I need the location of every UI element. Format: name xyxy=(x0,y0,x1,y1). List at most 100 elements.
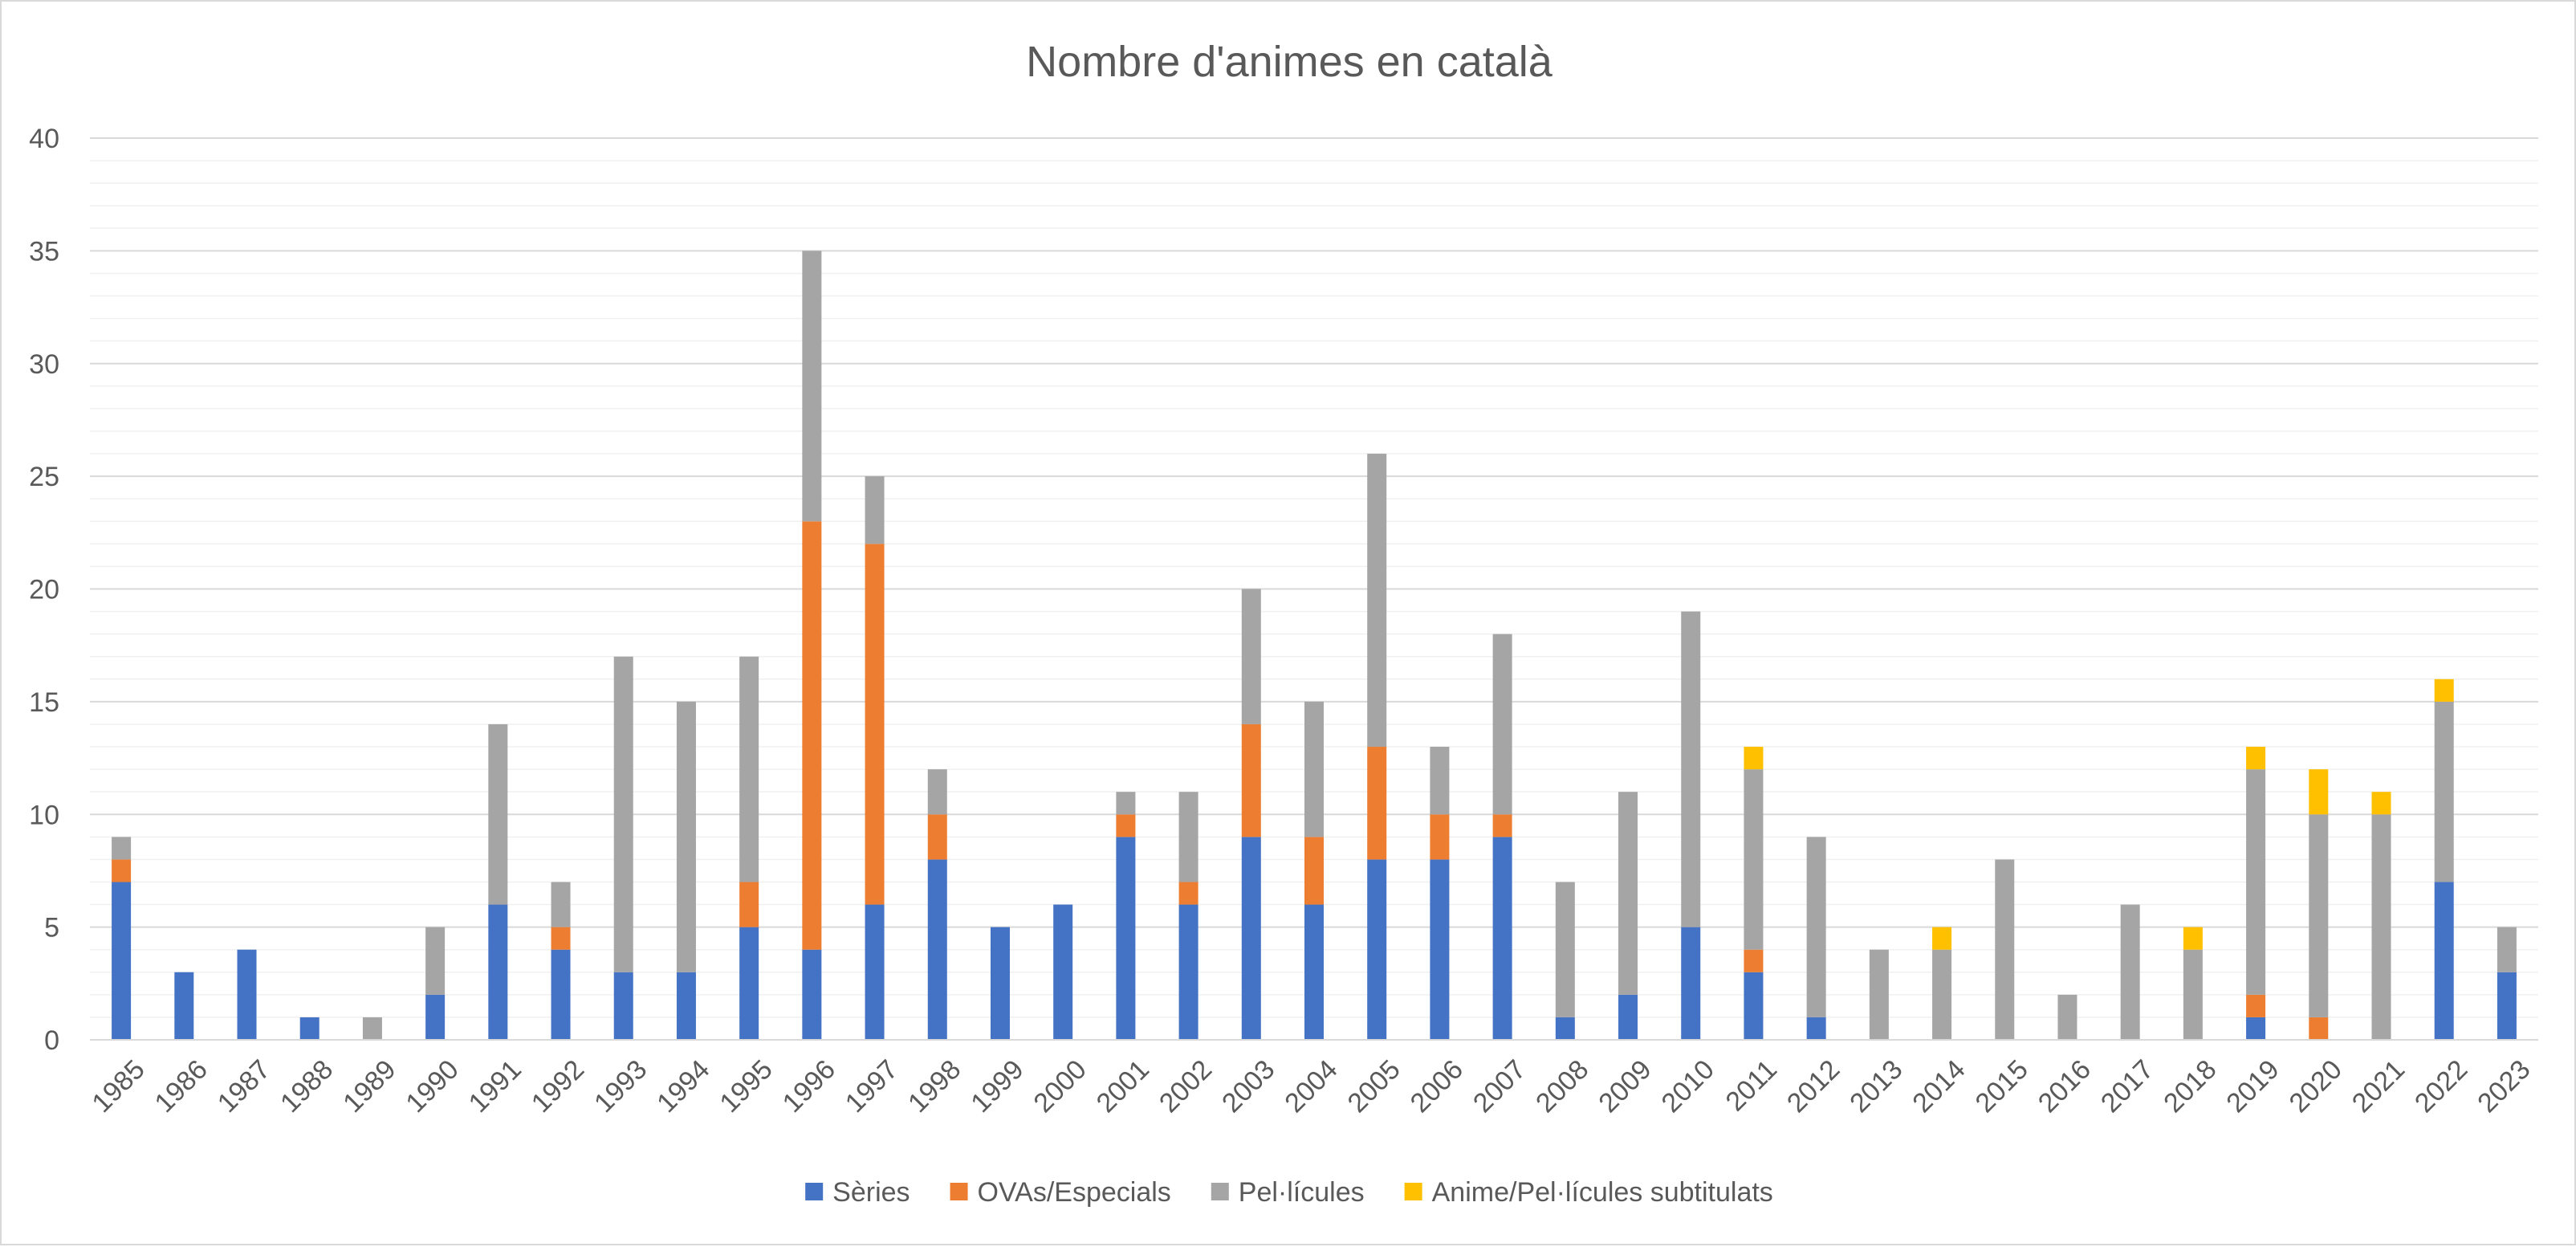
bar-segment xyxy=(551,927,571,950)
bar-segment xyxy=(1304,904,1324,1040)
legend-swatch xyxy=(1404,1183,1422,1200)
bar-segment xyxy=(2120,904,2140,1040)
bar-segment xyxy=(488,723,508,905)
bar-segment xyxy=(425,994,446,1040)
bar-segment xyxy=(2246,747,2266,770)
bar-segment xyxy=(1241,723,1261,837)
bar-segment xyxy=(2246,994,2266,1017)
bar-segment xyxy=(1116,792,1136,815)
bar-segment xyxy=(802,521,822,950)
x-tick-label: 2001 xyxy=(1091,1054,1155,1119)
bar-segment xyxy=(1744,769,1764,950)
bar-segment xyxy=(1116,814,1136,837)
bar-segment xyxy=(1178,792,1198,882)
x-tick-label: 1985 xyxy=(86,1054,150,1119)
bar-segment xyxy=(1304,701,1324,837)
bar-segment xyxy=(1492,634,1512,815)
y-axis: 0 5 10 15 20 25 30 35 40 xyxy=(29,124,59,1056)
bar-segment xyxy=(1869,949,1889,1040)
x-tick-label: 2007 xyxy=(1467,1054,1532,1119)
x-tick-label: 2004 xyxy=(1279,1054,1343,1119)
bar-segment xyxy=(2309,1017,2329,1040)
bar-segment xyxy=(927,859,947,1040)
x-tick-label: 2023 xyxy=(2472,1054,2536,1119)
legend-label: Anime/Pel·lícules subtitulats xyxy=(1432,1177,1773,1208)
bar-segment xyxy=(425,927,446,995)
x-tick-label: 2018 xyxy=(2158,1054,2222,1119)
bar-segment xyxy=(2183,949,2203,1040)
bar-segment xyxy=(676,701,696,972)
y-tick-label: 15 xyxy=(29,687,59,718)
x-tick-label: 1996 xyxy=(777,1054,841,1119)
bar-segment xyxy=(112,882,132,1040)
bar-segment xyxy=(488,904,508,1040)
bar-segment xyxy=(2497,972,2517,1040)
bar-segment xyxy=(1367,747,1387,860)
bar-segment xyxy=(927,769,947,815)
bar-segment xyxy=(1367,859,1387,1040)
bar-segment xyxy=(1681,611,1701,927)
x-tick-label: 2003 xyxy=(1216,1054,1280,1119)
bar-segment xyxy=(299,1017,319,1040)
bar-segment xyxy=(865,904,885,1040)
bar-segment xyxy=(1367,454,1387,748)
bar-segment xyxy=(362,1017,382,1040)
legend-swatch xyxy=(950,1183,968,1200)
bar-segment xyxy=(551,949,571,1040)
bar-segment xyxy=(2497,927,2517,972)
bar-segment xyxy=(1492,837,1512,1040)
bar-segment xyxy=(1053,904,1073,1040)
bar-segment xyxy=(2434,679,2454,702)
bar-segment xyxy=(2434,882,2454,1040)
bar-segment xyxy=(1555,1017,1575,1040)
bar-segment xyxy=(2246,769,2266,995)
bar-segment xyxy=(551,882,571,927)
bar-segment xyxy=(1555,882,1575,1017)
bar-segment xyxy=(2309,769,2329,815)
legend-swatch xyxy=(805,1183,824,1200)
bar-segment xyxy=(112,859,132,882)
chart-title: Nombre d'animes en català xyxy=(1026,38,1553,86)
y-tick-label: 10 xyxy=(29,800,59,830)
bar-segment xyxy=(2183,927,2203,950)
x-tick-label: 1991 xyxy=(463,1054,527,1119)
bar-segment xyxy=(2434,701,2454,882)
legend-swatch xyxy=(1211,1183,1229,1200)
bar-segment xyxy=(1618,792,1638,995)
x-tick-label: 1993 xyxy=(588,1054,653,1119)
x-tick-label: 1988 xyxy=(275,1054,339,1119)
x-tick-label: 2021 xyxy=(2346,1054,2411,1119)
bar-segment xyxy=(865,544,885,905)
bar-segment xyxy=(1304,837,1324,905)
y-tick-label: 0 xyxy=(44,1025,59,1056)
x-tick-label: 1992 xyxy=(526,1054,590,1119)
x-tick-label: 2016 xyxy=(2033,1054,2097,1119)
bar-segment xyxy=(1492,814,1512,837)
bar-segment xyxy=(2371,814,2391,1040)
bar-segment xyxy=(112,837,132,860)
x-tick-label: 2013 xyxy=(1844,1054,1908,1119)
legend-label: OVAs/Especials xyxy=(978,1177,1171,1208)
bars xyxy=(112,251,2517,1040)
legend: Sèries OVAs/Especials Pel·lícules Anime/Pel… xyxy=(805,1177,1773,1208)
y-tick-label: 35 xyxy=(29,236,59,267)
x-tick-label: 2011 xyxy=(1719,1054,1783,1118)
x-tick-label: 1998 xyxy=(902,1054,967,1119)
bar-segment xyxy=(1430,814,1450,860)
y-tick-label: 20 xyxy=(29,575,59,605)
bar-segment xyxy=(1806,837,1826,1017)
bar-segment xyxy=(927,814,947,860)
x-tick-label: 2000 xyxy=(1028,1054,1092,1119)
bar-segment xyxy=(174,972,194,1040)
bar-segment xyxy=(2057,994,2077,1040)
x-tick-label: 1987 xyxy=(212,1054,276,1119)
bar-segment xyxy=(1178,882,1198,905)
bar-segment xyxy=(1744,949,1764,972)
bar-segment xyxy=(1806,1017,1826,1040)
x-tick-label: 2019 xyxy=(2220,1054,2285,1119)
x-tick-label: 2009 xyxy=(1593,1054,1657,1119)
bar-segment xyxy=(739,927,759,1040)
x-tick-label: 2006 xyxy=(1405,1054,1469,1119)
